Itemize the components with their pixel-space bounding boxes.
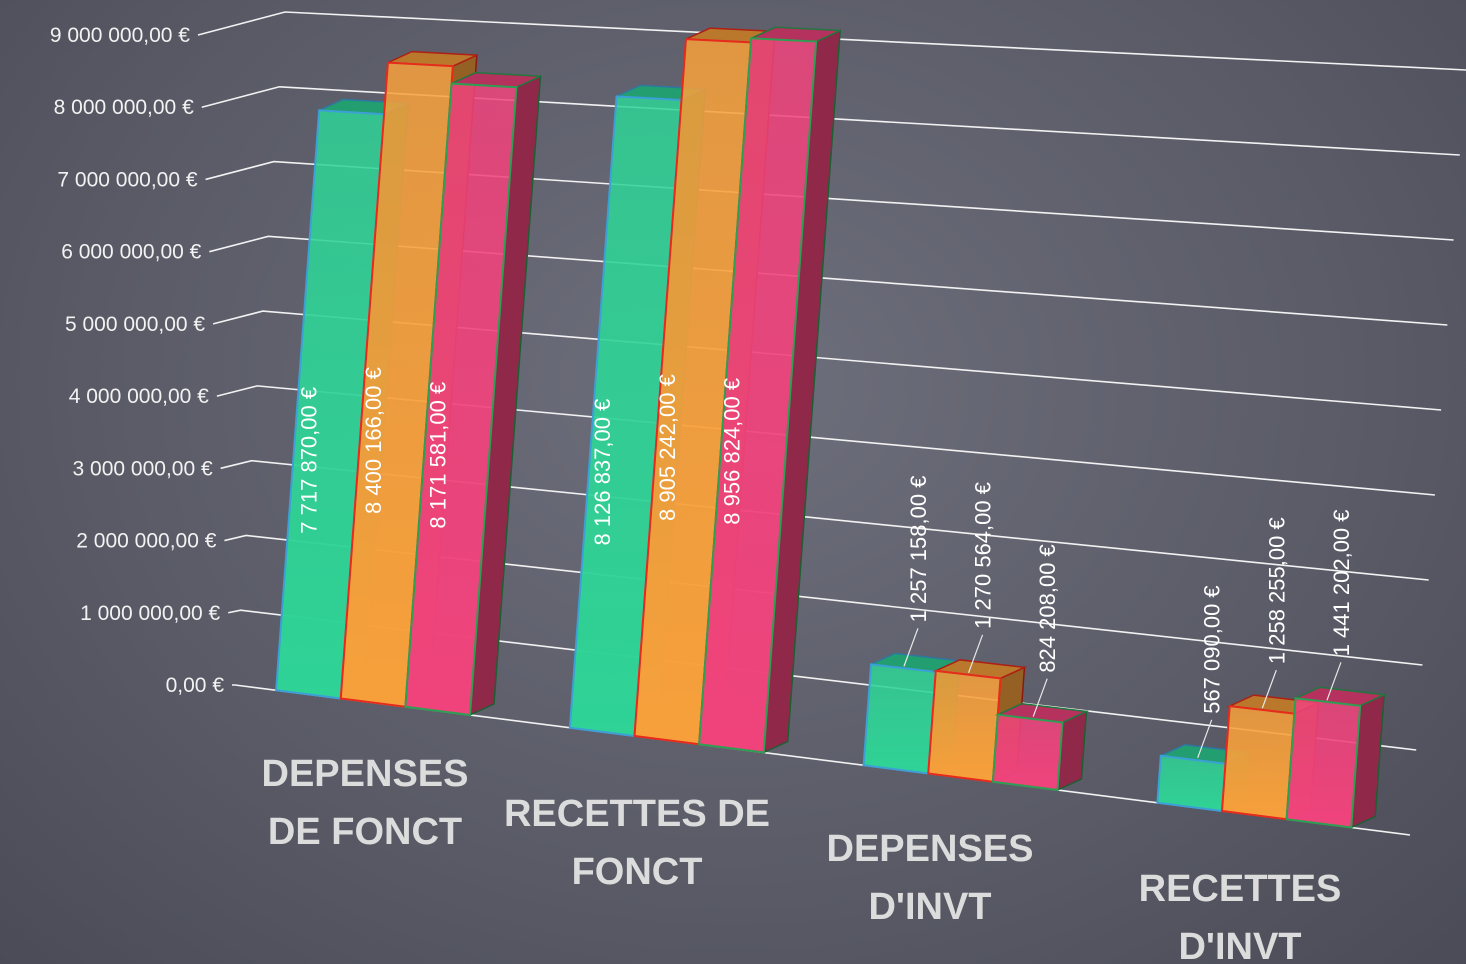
- bar: [991, 713, 1064, 792]
- grid-line: [220, 459, 1429, 581]
- value-label: 1 258 255,00 €: [1264, 517, 1289, 664]
- x-tick-label: DEPENSES D'INVT: [826, 828, 1034, 928]
- grid-line: [201, 85, 1460, 156]
- bar: [698, 37, 818, 754]
- grid-line: [205, 160, 1454, 241]
- leader-line: [903, 628, 919, 667]
- value-label: 1 257 158,00 €: [906, 476, 931, 623]
- bar: [404, 82, 518, 717]
- y-tick-label: 3 000 000,00 €: [73, 457, 213, 480]
- grid-line: [224, 534, 1423, 666]
- x-tick-label: RECETTES D'INVT: [1138, 868, 1342, 964]
- grid-line: [209, 235, 1448, 326]
- grid-line: [197, 11, 1466, 71]
- value-label: 1 441 202,00 €: [1329, 509, 1354, 656]
- bar: [1156, 754, 1227, 813]
- bar: [339, 61, 454, 708]
- y-tick-label: 5 000 000,00 €: [65, 313, 205, 336]
- value-label: 8 171 581,00 €: [426, 382, 451, 529]
- value-label: 1 270 564,00 €: [971, 482, 996, 629]
- value-label: 567 090,00 €: [1200, 585, 1225, 713]
- y-tick-label: 9 000 000,00 €: [50, 24, 190, 47]
- bar: [862, 663, 937, 775]
- y-tick-label: 1 000 000,00 €: [80, 602, 220, 625]
- leader-line: [1326, 662, 1342, 701]
- value-label: 7 717 870,00 €: [296, 387, 321, 534]
- bar: [1285, 697, 1362, 829]
- leader-line: [1032, 678, 1048, 717]
- y-tick-label: 6 000 000,00 €: [61, 241, 201, 264]
- bar: [1220, 704, 1296, 821]
- bar: [927, 669, 1002, 783]
- leader-line: [1197, 719, 1213, 759]
- y-tick-label: 4 000 000,00 €: [69, 385, 209, 408]
- leader-line: [1261, 669, 1277, 709]
- x-tick-label: DEPENSES DE FONCT: [261, 753, 469, 853]
- grid-line: [216, 385, 1435, 496]
- y-tick-label: 8 000 000,00 €: [54, 96, 194, 119]
- leader-line: [967, 634, 984, 674]
- value-label: 824 208,00 €: [1035, 544, 1060, 672]
- value-label: 8 956 824,00 €: [719, 378, 744, 525]
- grid-line: [212, 310, 1442, 411]
- y-tick-label: 2 000 000,00 €: [76, 530, 216, 553]
- y-tick-label: 7 000 000,00 €: [57, 168, 197, 191]
- y-tick-label: 0,00 €: [166, 674, 225, 697]
- value-label: 8 400 166,00 €: [361, 367, 386, 514]
- value-label: 8 905 242,00 €: [655, 374, 680, 521]
- x-tick-label: RECETTES DE FONCT: [503, 793, 771, 893]
- value-label: 8 126 837,00 €: [590, 399, 615, 546]
